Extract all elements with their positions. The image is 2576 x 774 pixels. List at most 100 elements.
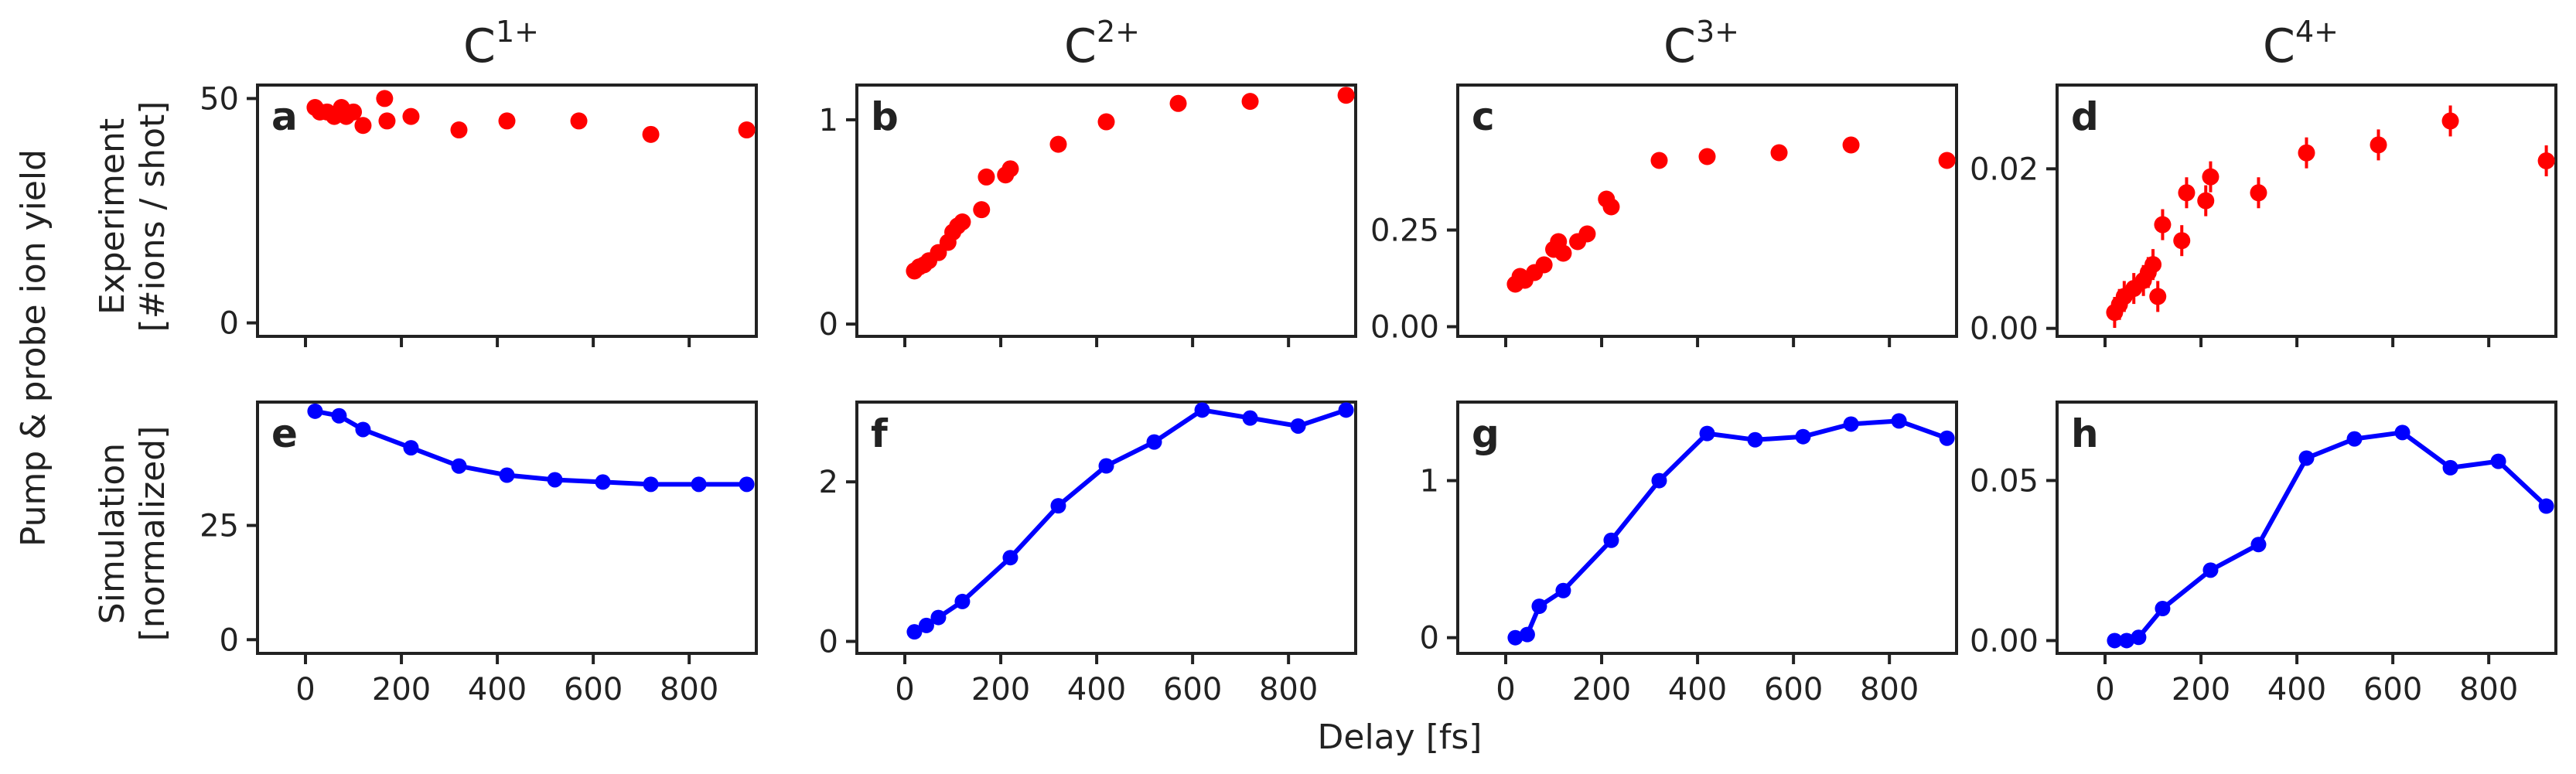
data-point [1050, 498, 1066, 514]
data-point [643, 476, 659, 493]
data-point [307, 403, 323, 419]
data-point [1001, 160, 1019, 178]
x-tick-label: 600 [1764, 672, 1823, 708]
panel-h: 0 200 400 600 800 0.00 0.05 h [1970, 401, 2557, 708]
series-line-e [314, 408, 747, 487]
y-tick-label: 0 [819, 625, 838, 660]
y-tick-label: 0.00 [1970, 623, 2039, 659]
x-tick-label: 400 [2267, 672, 2326, 708]
panel-letter-e: e [271, 411, 298, 456]
x-tick-label: 0 [2095, 672, 2114, 708]
column-title-c4-base: C [2263, 19, 2295, 73]
column-title-c2-base: C [1064, 19, 1097, 73]
column-title-c4-sup: 4+ [2295, 15, 2339, 49]
x-tick-label: 200 [971, 672, 1030, 708]
panel-g: 0 200 400 600 800 0 1g [1420, 401, 1958, 708]
data-point [1554, 244, 1572, 262]
panel-b: 0 1 b [819, 84, 1357, 347]
panel-letter-a: a [271, 94, 298, 139]
data-point [739, 476, 755, 493]
column-title-c1-base: C [463, 19, 496, 73]
x-tick-label: 600 [1163, 672, 1222, 708]
data-point [450, 121, 468, 139]
panel-e-frame [256, 401, 758, 655]
data-point [498, 112, 516, 130]
data-point [378, 112, 396, 130]
data-point [499, 467, 515, 483]
data-point [1770, 144, 1788, 162]
column-title-c1-sup: 1+ [496, 15, 539, 49]
series-line-f [913, 407, 1347, 634]
x-tick-label: 600 [564, 672, 623, 708]
column-title-c3-sup: 3+ [1696, 15, 1739, 49]
data-point [906, 624, 923, 640]
data-point [403, 440, 419, 456]
data-point [1650, 152, 1668, 169]
column-title-c2: C2+ [1064, 15, 1140, 73]
panel-f-frame [855, 401, 1357, 655]
y-tick-label: 1 [1420, 464, 1439, 500]
column-title-c4: C4+ [2263, 15, 2339, 73]
row-label-experiment-1: Experiment [93, 118, 132, 315]
data-point [2107, 632, 2123, 649]
row-label-simulation-2: [normalized] [133, 426, 172, 642]
panel-letter-c: c [1472, 94, 1495, 139]
panel-letter-d: d [2071, 94, 2099, 139]
panel-d: 0.00 0.02 d [1970, 84, 2557, 347]
x-tick-label: 200 [372, 672, 431, 708]
data-point [1290, 418, 1306, 434]
data-point [1939, 430, 1955, 446]
data-point [1241, 93, 1259, 111]
data-point [1602, 198, 1620, 216]
data-point [1938, 152, 1956, 169]
data-point [2178, 184, 2196, 202]
x-tick-label: 0 [1496, 672, 1515, 708]
data-point [1603, 532, 1619, 548]
data-point [355, 421, 371, 438]
data-point [2298, 450, 2315, 466]
data-point [1699, 425, 1715, 442]
series-line-g [1514, 418, 1948, 640]
y-tick-label: 0.05 [1970, 463, 2039, 499]
data-point [570, 112, 588, 130]
panel-e: 0 200 400 600 800 0 25 e [200, 401, 758, 708]
data-point [2197, 192, 2215, 210]
y-tick-label: 0.25 [1370, 213, 1439, 249]
data-point [1049, 135, 1067, 153]
panel-letter-h: h [2071, 411, 2099, 456]
x-tick-label: 400 [1668, 672, 1727, 708]
data-point [1194, 402, 1210, 418]
data-point [1002, 550, 1018, 566]
data-point [978, 168, 995, 186]
y-tick-label: 0 [1420, 621, 1439, 656]
data-point [1698, 148, 1716, 165]
data-point [402, 107, 420, 125]
y-tick-label: 0.00 [1970, 312, 2039, 347]
data-point [1169, 94, 1187, 112]
data-point [331, 407, 347, 424]
data-point [2538, 498, 2554, 514]
panel-letter-b: b [871, 94, 899, 139]
data-point [2202, 168, 2219, 186]
data-point [2250, 184, 2267, 202]
row-label-simulation-1: Simulation [93, 443, 132, 624]
column-title-c1: C1+ [463, 15, 539, 73]
data-point [2442, 459, 2458, 476]
x-tick-label: 0 [895, 672, 914, 708]
data-point [1337, 87, 1355, 104]
panel-a: 0 50 a [200, 81, 758, 347]
data-point [2441, 112, 2459, 130]
data-point [1535, 256, 1553, 274]
data-point [2394, 425, 2411, 441]
data-point [2144, 256, 2162, 274]
x-tick-label: 600 [2363, 672, 2422, 708]
data-point [2298, 144, 2315, 162]
data-point [1555, 582, 1571, 598]
data-point [1338, 402, 1354, 418]
data-point [954, 593, 971, 609]
outer-ylabel: Pump & probe ion yield [14, 149, 53, 547]
data-point [345, 103, 363, 121]
data-point [2173, 232, 2191, 250]
data-point [2202, 562, 2219, 578]
x-tick-label: 800 [660, 672, 718, 708]
